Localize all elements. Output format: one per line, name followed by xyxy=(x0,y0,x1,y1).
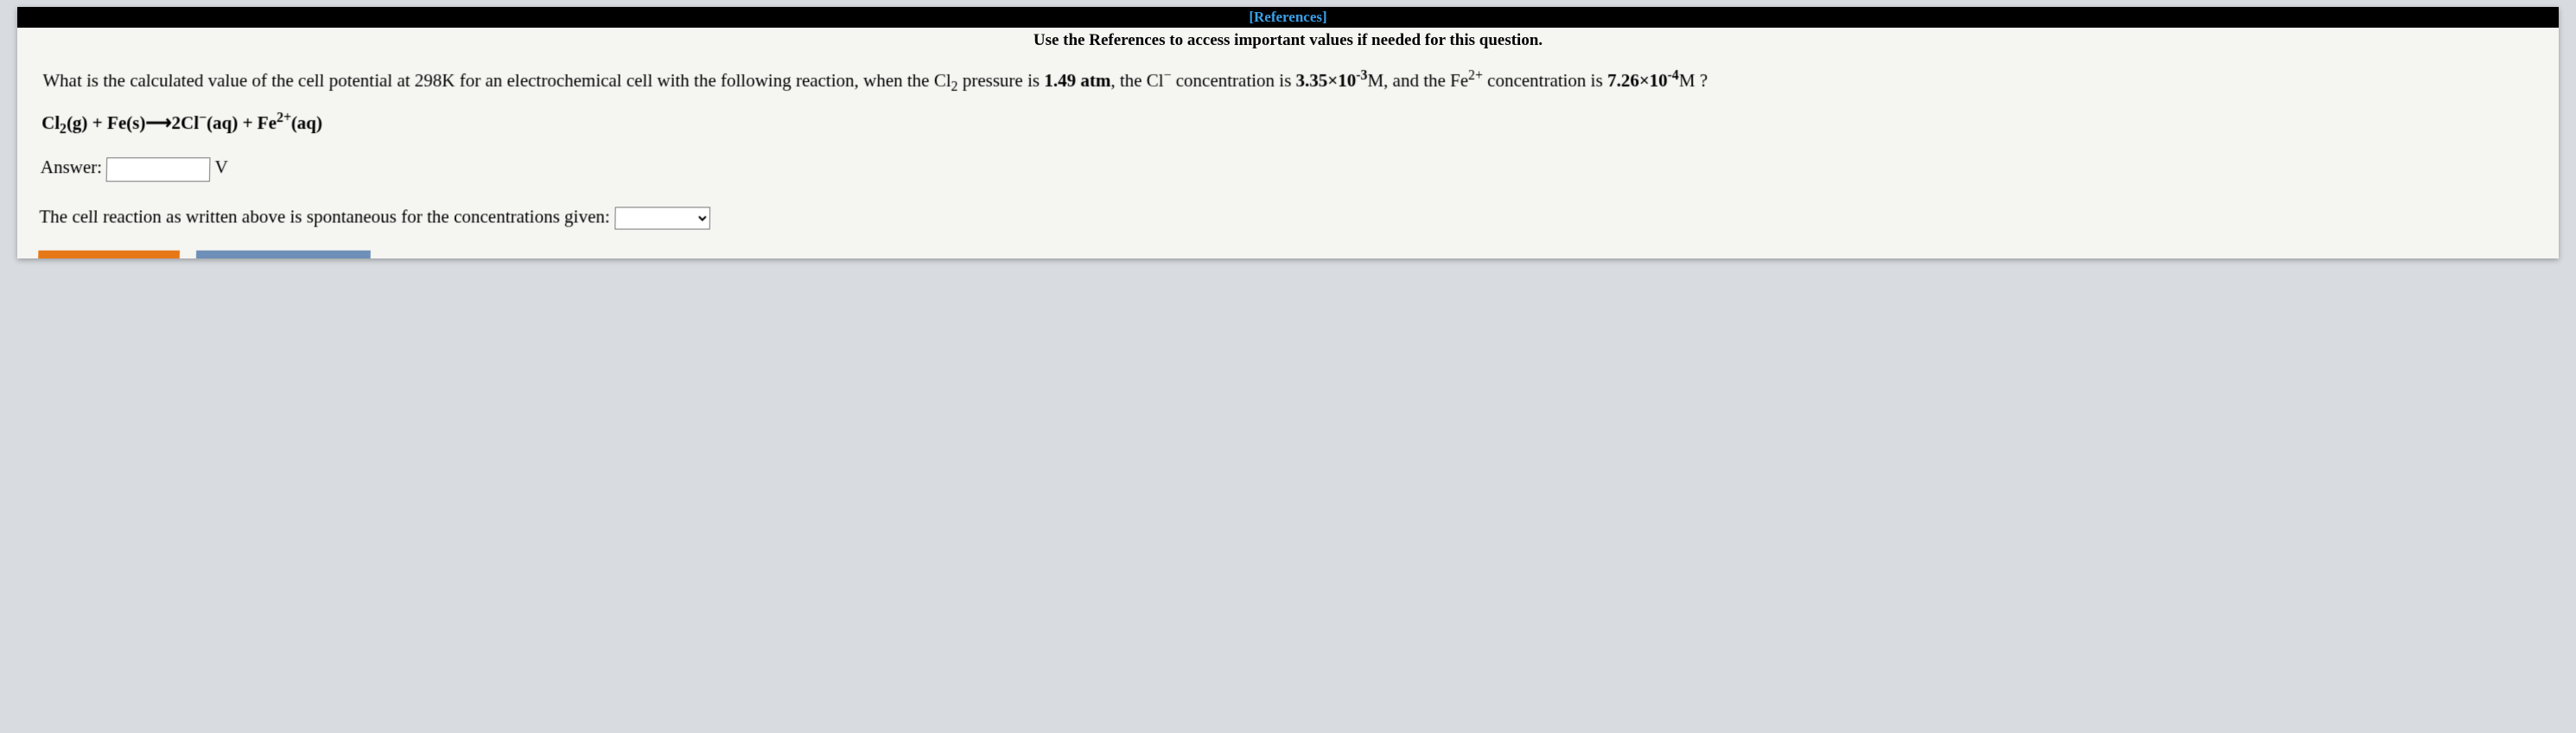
q-part5: M, and the Fe xyxy=(1367,70,1468,91)
q-part3: , the Cl xyxy=(1110,70,1163,91)
fe-conc-base: 7.26×10 xyxy=(1607,70,1668,91)
eq-p1: 2Cl xyxy=(171,112,199,133)
try-another-version-button[interactable]: Try Another Version xyxy=(195,251,371,258)
instruction-text: Use the References to access important v… xyxy=(17,28,2559,59)
spontaneous-text: The cell reaction as written above is sp… xyxy=(39,206,610,226)
pressure-value: 1.49 atm xyxy=(1044,70,1110,91)
content-area: What is the calculated value of the cell… xyxy=(17,59,2559,258)
answer-row: Answer: V xyxy=(40,156,2535,182)
eq-r1-sub: 2 xyxy=(60,122,67,137)
cl-conc-base: 3.35×10 xyxy=(1296,70,1357,91)
cl-sup: − xyxy=(1164,68,1172,83)
eq-r1-phase: (g) + Fe(s) xyxy=(67,112,146,133)
spontaneous-row: The cell reaction as written above is sp… xyxy=(39,206,2537,229)
eq-p1-sup: − xyxy=(199,111,207,125)
question-text: What is the calculated value of the cell… xyxy=(42,66,2534,99)
eq-p2-sup: 2+ xyxy=(277,111,291,125)
submit-answer-button[interactable]: Submit Answer xyxy=(38,251,180,258)
q-part1: What is the calculated value of the cell… xyxy=(42,70,951,91)
button-row: Submit Answer Try Another Version 5 item… xyxy=(38,251,2538,258)
question-frame: [References] Use the References to acces… xyxy=(17,7,2559,258)
cl-conc-exp: -3 xyxy=(1356,68,1367,83)
q-part2: pressure is xyxy=(957,70,1044,91)
cl-conc: 3.35×10-3 xyxy=(1296,70,1368,91)
fe-sup: 2+ xyxy=(1468,68,1483,83)
fe-conc-exp: -4 xyxy=(1668,68,1679,83)
eq-r1: Cl xyxy=(41,112,60,133)
answer-unit: V xyxy=(214,156,228,177)
answer-label: Answer: xyxy=(41,156,103,177)
q-part4: concentration is xyxy=(1171,70,1295,91)
eq-p2-phase: (aq) xyxy=(291,112,323,133)
q-part6: concentration is xyxy=(1483,70,1607,91)
eq-arrow: ⟶ xyxy=(145,112,172,133)
references-link[interactable]: [References] xyxy=(1249,9,1326,25)
q-part7: M ? xyxy=(1679,70,1708,91)
answer-input[interactable] xyxy=(106,157,211,182)
spontaneous-select[interactable] xyxy=(614,207,710,229)
cl2-sub: 2 xyxy=(951,80,958,94)
top-bar: [References] xyxy=(17,7,2559,28)
reaction-equation: Cl2(g) + Fe(s)⟶2Cl−(aq) + Fe2+(aq) xyxy=(41,111,2535,137)
eq-p1-phase: (aq) + Fe xyxy=(207,112,277,133)
fe-conc: 7.26×10-4 xyxy=(1607,70,1679,91)
